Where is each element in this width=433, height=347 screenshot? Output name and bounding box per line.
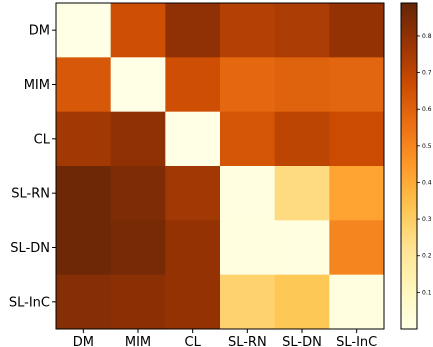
- heatmap-cell: [329, 111, 385, 167]
- heatmap-cell: [220, 111, 276, 167]
- heatmap-cell: [274, 57, 330, 113]
- row-label: SL-DN: [10, 241, 50, 256]
- heatmap-cell: [110, 166, 166, 221]
- column-label: SL-DN: [282, 335, 322, 347]
- heatmap-cell: [110, 220, 166, 276]
- heatmap-cell: [165, 274, 221, 330]
- heatmap-cell: [56, 220, 112, 276]
- heatmap-cell: [220, 3, 276, 58]
- heatmap-cell: [56, 111, 112, 167]
- plot-frame: [55, 2, 385, 330]
- heatmap-cell: [165, 220, 221, 276]
- heatmap-cell: [274, 111, 330, 167]
- heatmap-cell: [165, 3, 221, 58]
- heatmap-cell: [274, 274, 330, 330]
- row-label: SL-InC: [9, 295, 50, 310]
- heatmap-cell: [110, 57, 166, 113]
- heatmap-cell: [165, 111, 221, 167]
- row-label: MIM: [24, 78, 50, 93]
- heatmap-cell: [329, 166, 385, 221]
- heatmap-cell: [56, 3, 112, 58]
- heatmap-cell: [329, 3, 385, 58]
- heatmap-cells: [56, 3, 385, 330]
- colorbar-tick-label: 0.3: [422, 216, 432, 223]
- colorbar-tick-label: 0.4: [422, 179, 432, 186]
- heatmap-cell: [110, 111, 166, 167]
- heatmap-cell: [220, 166, 276, 221]
- heatmap-cell: [274, 166, 330, 221]
- column-label: CL: [185, 335, 202, 347]
- heatmap-cell: [220, 220, 276, 276]
- column-label: MIM: [125, 335, 151, 347]
- colorbar-tick-label: 0.7: [422, 70, 432, 77]
- colorbar-ticks: 0.1 0.2 0.3 0.4 0.5 0.6 0.7 0.8: [417, 33, 432, 296]
- heatmap-cell: [329, 57, 385, 113]
- heatmap-cell: [220, 274, 276, 330]
- heatmap-cell: [56, 274, 112, 330]
- colorbar-tick-label: 0.6: [422, 106, 432, 113]
- heatmap-cell: [274, 220, 330, 276]
- heatmap-cell: [110, 3, 166, 58]
- heatmap-cell: [274, 3, 330, 58]
- row-label: DM: [29, 24, 50, 39]
- heatmap-cell: [329, 274, 385, 330]
- heatmap-cell: [56, 166, 112, 221]
- heatmap-cell: [165, 57, 221, 113]
- heatmap-cell: [329, 220, 385, 276]
- colorbar-tick-label: 0.8: [422, 33, 432, 40]
- row-labels: DM MIM CL SL-RN SL-DN SL-InC: [9, 24, 56, 310]
- colorbar-tick-label: 0.5: [422, 143, 432, 150]
- column-label: SL-RN: [228, 335, 267, 347]
- column-label: DM: [73, 335, 94, 347]
- column-label: SL-InC: [336, 335, 377, 347]
- heatmap-cell: [165, 166, 221, 221]
- colorbar-tick-label: 0.2: [422, 253, 432, 260]
- heatmap-cell: [220, 57, 276, 113]
- colorbar-tick-label: 0.1: [422, 289, 432, 296]
- colorbar: [400, 2, 418, 330]
- heatmap-cell: [110, 274, 166, 330]
- row-label: SL-RN: [11, 187, 50, 202]
- heatmap-cell: [56, 57, 112, 113]
- row-label: CL: [34, 132, 51, 147]
- column-labels: DM MIM CL SL-RN SL-DN SL-InC: [73, 329, 377, 347]
